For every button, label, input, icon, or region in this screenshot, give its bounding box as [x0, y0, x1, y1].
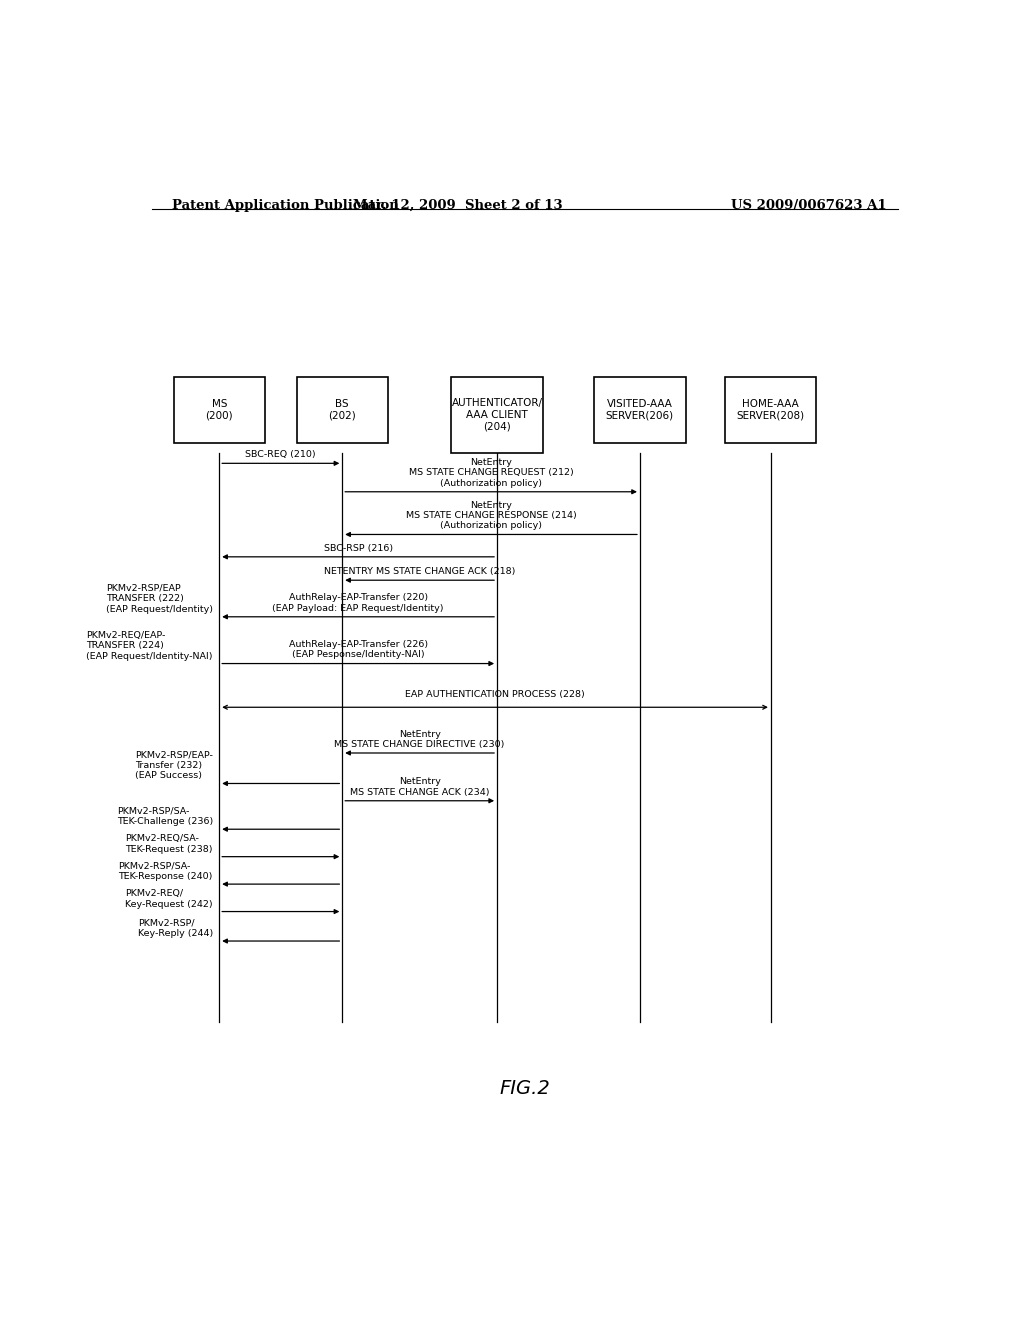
- Text: SBC-RSP (216): SBC-RSP (216): [324, 544, 393, 553]
- Text: AuthRelay-EAP-Transfer (226)
(EAP Pesponse/Identity-NAI): AuthRelay-EAP-Transfer (226) (EAP Pespon…: [289, 640, 428, 660]
- Text: EAP AUTHENTICATION PROCESS (228): EAP AUTHENTICATION PROCESS (228): [406, 690, 585, 700]
- Text: PKMv2-REQ/EAP-
TRANSFER (224)
(EAP Request/Identity-NAI): PKMv2-REQ/EAP- TRANSFER (224) (EAP Reque…: [86, 631, 213, 660]
- FancyBboxPatch shape: [174, 378, 265, 444]
- Text: BS
(202): BS (202): [329, 399, 356, 421]
- FancyBboxPatch shape: [452, 378, 543, 453]
- Text: US 2009/0067623 A1: US 2009/0067623 A1: [731, 199, 887, 213]
- Text: PKMv2-RSP/
Key-Reply (244): PKMv2-RSP/ Key-Reply (244): [137, 919, 213, 939]
- Text: HOME-AAA
SERVER(208): HOME-AAA SERVER(208): [736, 399, 805, 421]
- Text: AuthRelay-EAP-Transfer (220)
(EAP Payload: EAP Request/Identity): AuthRelay-EAP-Transfer (220) (EAP Payloa…: [272, 593, 443, 612]
- Text: PKMv2-RSP/SA-
TEK-Challenge (236): PKMv2-RSP/SA- TEK-Challenge (236): [117, 807, 213, 826]
- Text: PKMv2-REQ/
Key-Request (242): PKMv2-REQ/ Key-Request (242): [125, 890, 213, 908]
- Text: PKMv2-RSP/SA-
TEK-Response (240): PKMv2-RSP/SA- TEK-Response (240): [119, 862, 213, 880]
- Text: SBC-REQ (210): SBC-REQ (210): [246, 450, 316, 459]
- FancyBboxPatch shape: [594, 378, 685, 444]
- Text: PKMv2-RSP/EAP
TRANSFER (222)
(EAP Request/Identity): PKMv2-RSP/EAP TRANSFER (222) (EAP Reques…: [105, 583, 213, 614]
- Text: FIG.2: FIG.2: [500, 1078, 550, 1098]
- Text: AUTHENTICATOR/
AAA CLIENT
(204): AUTHENTICATOR/ AAA CLIENT (204): [452, 399, 543, 432]
- FancyBboxPatch shape: [297, 378, 388, 444]
- Text: VISITED-AAA
SERVER(206): VISITED-AAA SERVER(206): [606, 399, 674, 421]
- Text: NetEntry
MS STATE CHANGE RESPONSE (214)
(Authorization policy): NetEntry MS STATE CHANGE RESPONSE (214) …: [406, 500, 577, 531]
- Text: PKMv2-RSP/EAP-
Transfer (232)
(EAP Success): PKMv2-RSP/EAP- Transfer (232) (EAP Succe…: [135, 751, 213, 780]
- Text: NetEntry
MS STATE CHANGE ACK (234): NetEntry MS STATE CHANGE ACK (234): [350, 777, 489, 797]
- Text: NETENTRY MS STATE CHANGE ACK (218): NETENTRY MS STATE CHANGE ACK (218): [324, 568, 515, 576]
- Text: MS
(200): MS (200): [206, 399, 233, 421]
- Text: NetEntry
MS STATE CHANGE DIRECTIVE (230): NetEntry MS STATE CHANGE DIRECTIVE (230): [335, 730, 505, 748]
- Text: PKMv2-REQ/SA-
TEK-Request (238): PKMv2-REQ/SA- TEK-Request (238): [125, 834, 213, 854]
- Text: Patent Application Publication: Patent Application Publication: [172, 199, 398, 213]
- FancyBboxPatch shape: [725, 378, 816, 444]
- Text: NetEntry
MS STATE CHANGE REQUEST (212)
(Authorization policy): NetEntry MS STATE CHANGE REQUEST (212) (…: [409, 458, 573, 487]
- Text: Mar. 12, 2009  Sheet 2 of 13: Mar. 12, 2009 Sheet 2 of 13: [352, 199, 562, 213]
